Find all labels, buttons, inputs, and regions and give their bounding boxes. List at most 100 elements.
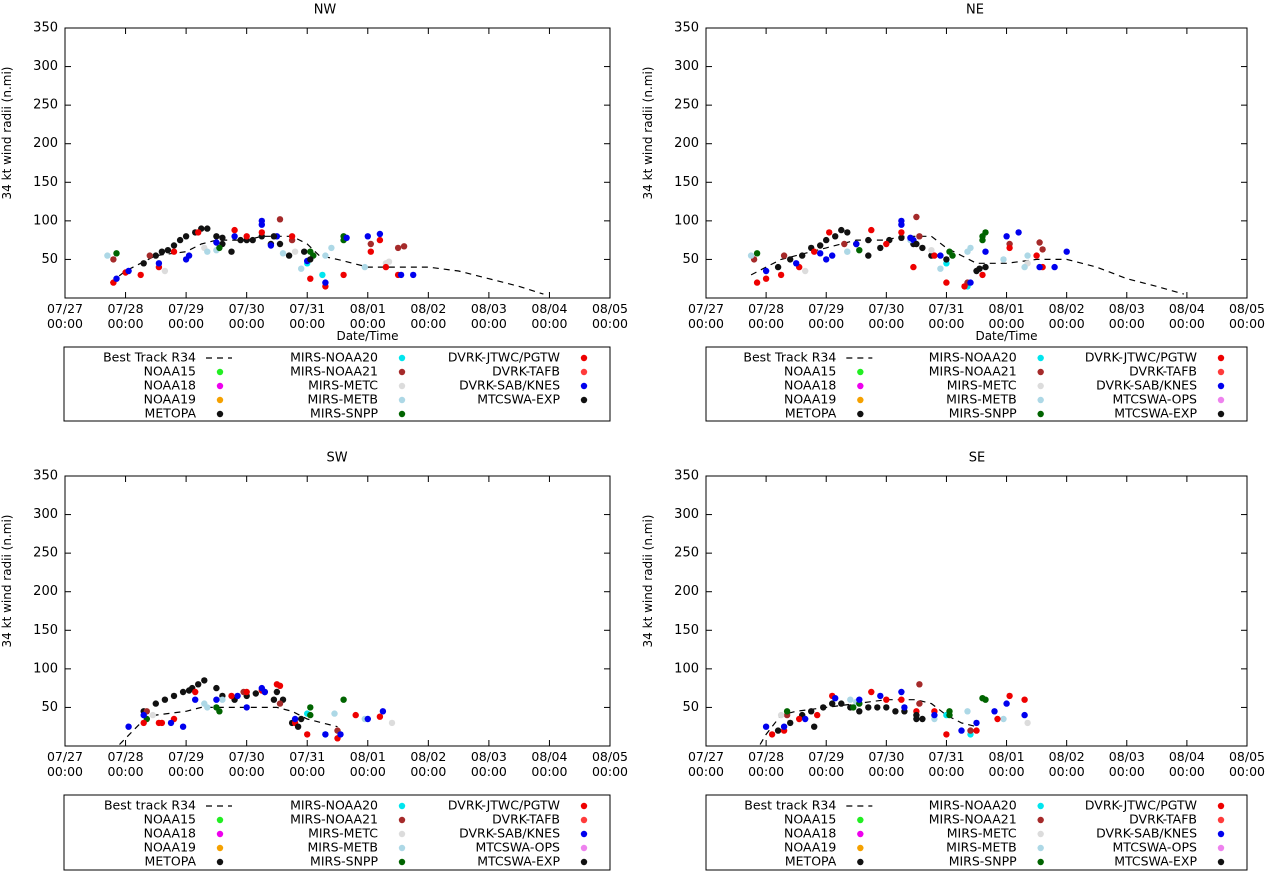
data-point (307, 704, 314, 711)
series-dvrk-sab-knes (762, 217, 1070, 286)
legend-dot-marker (1217, 844, 1225, 852)
legend-dot-marker (1037, 410, 1044, 418)
data-point (783, 708, 791, 715)
legend-dot-marker (1217, 368, 1225, 376)
x-tick-label-time: 00:00 (868, 316, 904, 331)
legend-dot-marker (857, 396, 864, 404)
x-tick-label: 07/28 (748, 301, 784, 316)
data-point (298, 715, 305, 723)
legend-dot-marker (216, 844, 224, 852)
data-point (1003, 700, 1010, 707)
legend-label: DVRK-TAFB (1129, 812, 1197, 827)
data-point (322, 731, 329, 738)
data-point (140, 719, 147, 727)
legend-dot-marker (1217, 802, 1225, 810)
legend-label: DVRK-TAFB (492, 364, 560, 379)
legend-dot-marker (216, 830, 224, 838)
legend-label: METOPA (785, 854, 837, 869)
data-point (832, 233, 839, 240)
data-point (394, 244, 402, 252)
legend-label: MIRS-NOAA20 (929, 350, 1017, 365)
data-point (865, 252, 872, 259)
data-point (228, 248, 235, 255)
legend-label: DVRK-JTWC/PGTW (448, 798, 560, 813)
legend-label: DVRK-TAFB (1129, 364, 1197, 379)
legend-label: MIRS-SNPP (310, 406, 378, 421)
legend-label: NOAA18 (144, 378, 196, 393)
data-point (294, 723, 302, 730)
data-point (1003, 233, 1010, 240)
y-tick-label: 350 (674, 21, 699, 36)
data-point (919, 244, 926, 252)
data-point (1021, 711, 1028, 719)
y-tick-label: 150 (674, 175, 699, 190)
data-point (158, 719, 166, 727)
data-point (1036, 239, 1043, 246)
legend-label: NOAA18 (144, 826, 196, 841)
x-tick-label-time: 00:00 (688, 764, 724, 779)
x-tick-label: 08/05 (592, 301, 628, 316)
panel-ne: NE 50 100 150 200 250 300 350 34 kt wind radii (… (641, 3, 1265, 422)
x-tick-label: 08/04 (1169, 749, 1205, 764)
data-point (898, 221, 905, 228)
data-point (213, 233, 220, 240)
data-point (976, 265, 983, 272)
data-point (979, 271, 986, 279)
data-point (898, 688, 905, 696)
x-tick-label: 07/31 (289, 749, 325, 764)
data-point (204, 704, 211, 711)
y-axis-label: 34 kt wind radii (n.mi) (641, 515, 655, 648)
x-tick-label-time: 00:00 (1109, 764, 1145, 779)
x-tick-label-time: 00:00 (410, 764, 446, 779)
x-tick-label-time: 00:00 (868, 764, 904, 779)
legend-label: MIRS-METC (947, 378, 1017, 393)
panel-title: NE (966, 3, 984, 18)
legend-dot-marker (1037, 368, 1044, 376)
data-point (149, 711, 156, 719)
y-tick-label: 50 (682, 252, 699, 267)
legend-dot-marker (1037, 830, 1044, 838)
data-point (367, 240, 374, 248)
data-point (883, 704, 890, 711)
data-point (382, 263, 390, 271)
data-point (343, 234, 350, 241)
x-tick-label: 07/27 (688, 301, 724, 316)
legend-dot-marker (216, 382, 224, 390)
data-point (844, 248, 851, 255)
data-point (838, 226, 845, 234)
x-tick-label-time: 00:00 (748, 316, 784, 331)
legend-dot-marker (398, 830, 406, 838)
data-point (164, 247, 172, 254)
x-tick-label: 08/01 (989, 301, 1025, 316)
x-tick-label-time: 00:00 (471, 316, 507, 331)
y-tick-label: 100 (33, 213, 58, 228)
legend-dot-marker (1217, 354, 1225, 362)
data-point (898, 696, 905, 703)
x-tick-label: 07/27 (47, 749, 83, 764)
data-point (1039, 246, 1046, 253)
data-point (946, 711, 953, 719)
data-point (850, 704, 857, 711)
data-point (856, 708, 863, 715)
data-point (228, 692, 235, 700)
legend-label: MIRS-METC (308, 378, 378, 393)
panel-title: NW (314, 3, 337, 18)
y-tick-label: 50 (41, 700, 58, 715)
data-point (943, 731, 950, 738)
x-tick-label: 08/04 (531, 749, 567, 764)
legend-dot-marker (216, 396, 224, 404)
data-point (113, 250, 120, 257)
data-point (853, 240, 860, 248)
legend-dot-marker (1037, 396, 1044, 404)
legend-dot-marker (216, 410, 224, 418)
legend-label: MIRS-SNPP (949, 406, 1017, 421)
legend-dot-marker (580, 382, 588, 390)
data-point (967, 279, 974, 286)
data-point (973, 719, 980, 727)
data-point (243, 688, 250, 696)
data-point (913, 213, 920, 221)
x-tick-label: 08/02 (1049, 301, 1085, 316)
x-tick-label: 07/28 (108, 749, 144, 764)
x-tick-label-time: 00:00 (989, 316, 1025, 331)
data-point (152, 700, 159, 707)
